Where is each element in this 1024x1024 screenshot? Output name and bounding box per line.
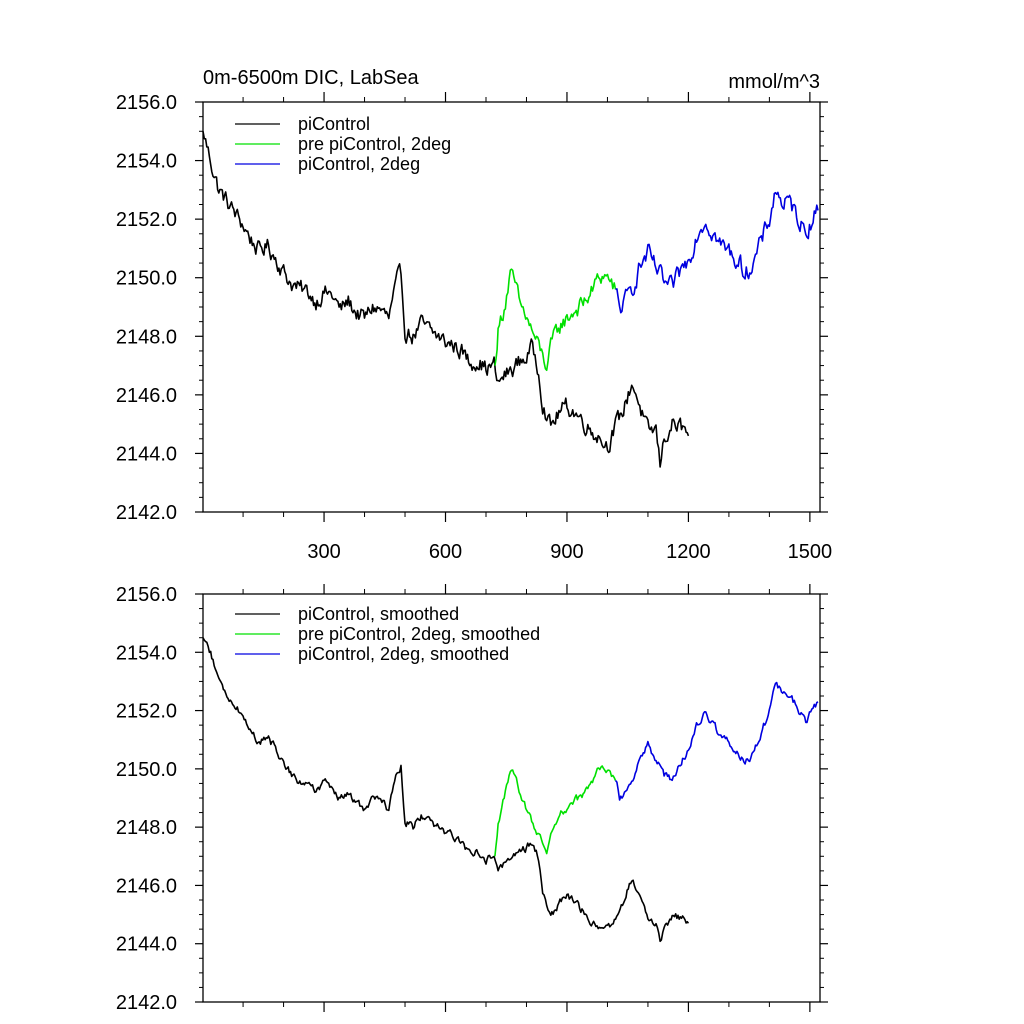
bottom-panel: 2142.0 2144.0 2146.0 2148.0 2150.0 2152.0 2154… [116,584,828,1014]
legend: piControl, smoothed pre piControl, 2deg,… [235,604,540,664]
x-tick-label: 300 [307,541,340,563]
series-line-picontrol-2deg [615,191,819,314]
series-line-pre-picontrol-2deg [494,268,617,372]
panel-title: 0m-6500m DIC, LabSea [203,67,420,89]
legend: piControl pre piControl, 2deg piControl,… [235,114,451,174]
series-line-picontrol-2deg-smoothed [614,681,819,801]
y-tick-label: 2148.0 [116,326,177,348]
y-tick-label: 2142.0 [116,992,177,1014]
series-line-pre-picontrol-2deg-smoothed [494,765,617,857]
top-panel: 0m-6500m DIC, LabSea mmol/m^3 2142.0 2144… [116,67,832,563]
y-tick-label: 2150.0 [116,759,177,781]
y-tick-label: 2142.0 [116,502,177,524]
plot-frame [202,101,821,513]
legend-entry-picontrol: piControl [298,114,370,134]
legend-entry-picontrol-smoothed: piControl, smoothed [298,604,459,624]
series-layer [202,131,819,468]
units-label: mmol/m^3 [728,71,820,93]
y-tick-label: 2146.0 [116,875,177,897]
x-tick-label: 900 [550,541,583,563]
y-tick-label: 2146.0 [116,385,177,407]
series-layer [202,637,819,943]
series-line-picontrol-smoothed [202,637,690,943]
legend-entry-pre-picontrol-2deg-smoothed: pre piControl, 2deg, smoothed [298,624,540,644]
series-line-picontrol [202,131,690,468]
y-tick-label: 2144.0 [116,934,177,956]
y-tick-label: 2154.0 [116,642,177,664]
y-tick-label: 2152.0 [116,701,177,723]
y-tick-label: 2152.0 [116,209,177,231]
axis-layer: 2142.0 2144.0 2146.0 2148.0 2150.0 2152.0 2154… [116,92,832,563]
y-tick-label: 2144.0 [116,443,177,465]
x-tick-label: 1500 [788,541,833,563]
y-tick-label: 2148.0 [116,817,177,839]
axis-layer: 2142.0 2144.0 2146.0 2148.0 2150.0 2152.0 2154… [116,584,828,1014]
legend-entry-picontrol-2deg: piControl, 2deg [298,154,420,174]
y-tick-label: 2156.0 [116,92,177,114]
x-tick-label: 600 [429,541,462,563]
legend-entry-picontrol-2deg-smoothed: piControl, 2deg, smoothed [298,644,509,664]
legend-entry-pre-picontrol-2deg: pre piControl, 2deg [298,134,451,154]
y-tick-label: 2150.0 [116,268,177,290]
x-tick-label: 1200 [666,541,711,563]
plot-frame [202,593,821,1003]
y-tick-label: 2154.0 [116,151,177,173]
y-tick-label: 2156.0 [116,584,177,606]
